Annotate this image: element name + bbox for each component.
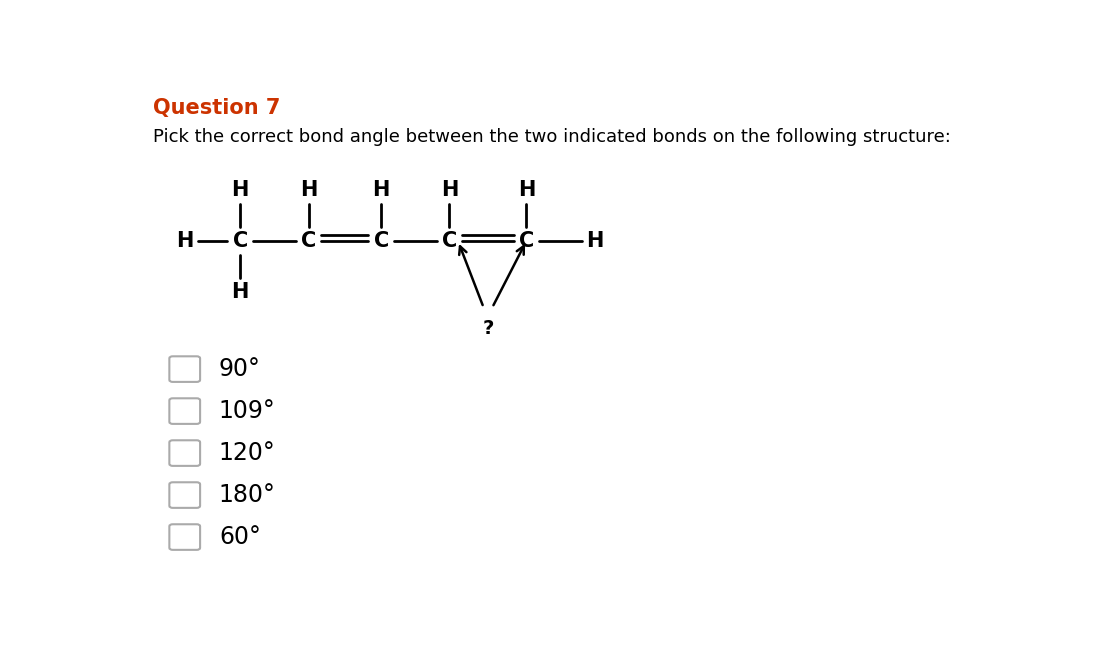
Text: H: H [518, 180, 536, 200]
Text: C: C [301, 231, 316, 251]
Text: H: H [231, 180, 249, 200]
FancyBboxPatch shape [170, 524, 201, 550]
Text: 109°: 109° [219, 399, 276, 423]
Text: 180°: 180° [219, 483, 276, 507]
Text: H: H [441, 180, 458, 200]
Text: C: C [519, 231, 534, 251]
Text: H: H [231, 283, 249, 303]
Text: H: H [176, 231, 194, 251]
Text: H: H [300, 180, 317, 200]
FancyBboxPatch shape [170, 356, 201, 382]
Text: Pick the correct bond angle between the two indicated bonds on the following str: Pick the correct bond angle between the … [153, 128, 951, 146]
FancyBboxPatch shape [170, 482, 201, 508]
Text: C: C [374, 231, 389, 251]
FancyBboxPatch shape [170, 440, 201, 466]
Text: ?: ? [483, 319, 494, 338]
Text: H: H [586, 231, 604, 251]
Text: C: C [442, 231, 457, 251]
Text: 90°: 90° [219, 357, 261, 381]
Text: 60°: 60° [219, 525, 261, 549]
Text: H: H [372, 180, 390, 200]
Text: Question 7: Question 7 [153, 98, 281, 118]
Text: 120°: 120° [219, 441, 276, 465]
FancyBboxPatch shape [170, 398, 201, 424]
Text: C: C [233, 231, 248, 251]
